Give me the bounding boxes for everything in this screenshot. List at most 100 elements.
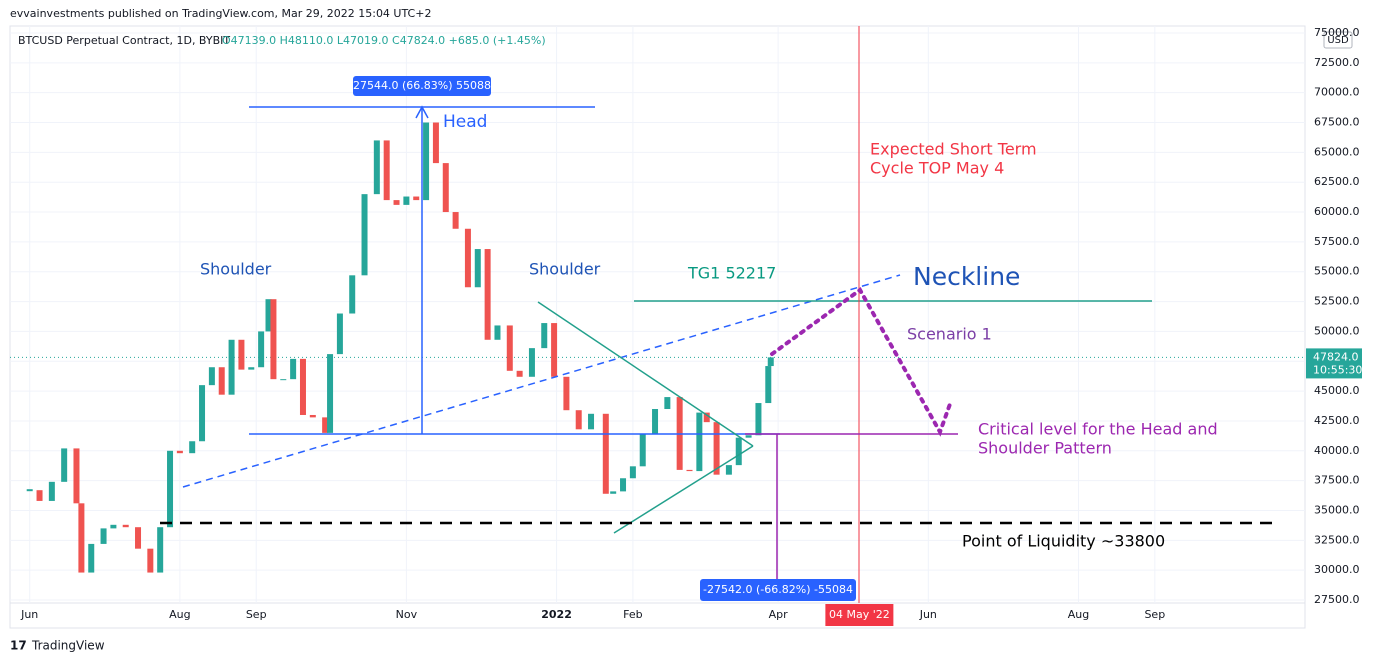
currency[interactable]: USD [1327,35,1349,46]
candle [713,422,720,475]
candle [393,200,400,205]
candle [373,140,380,195]
candle [703,412,710,423]
symbol-title: BTCUSD Perpetual Contract, 1D, BYBIT [18,34,230,47]
measure-down: -27542.0 (-66.82%) -55084 [703,583,853,596]
shoulder-label: Shoulder [529,260,601,279]
scenario-label: Scenario 1 [907,325,992,344]
candle [36,490,43,501]
y-tick-label: 70000.0 [1314,86,1360,99]
candle [361,194,368,276]
y-tick-label: 65000.0 [1314,145,1360,158]
y-tick-label: 35000.0 [1314,503,1360,516]
axis-overlay: 27500.0 30000.0 32500.0 35000.0 37500.0 40000… [20,26,1362,626]
candle [167,450,174,528]
candle [88,543,95,573]
drawings [160,26,1280,603]
grid [10,26,1305,603]
y-tick-label: 72500.0 [1314,56,1360,69]
candle [176,450,183,454]
candle [189,441,196,454]
candle [383,140,390,201]
candle [464,228,471,288]
candle [248,367,255,370]
candle [265,299,272,332]
candle [765,366,772,404]
candle [620,478,627,492]
neckline-label: Neckline [913,262,1020,291]
footer-brand: TradingView [31,639,105,653]
critical-label: Shoulder Pattern [978,439,1112,458]
y-tick-label: 55000.0 [1314,265,1360,278]
y-tick-label: 30000.0 [1314,563,1360,576]
candle [309,414,316,418]
candle [349,275,356,314]
x-tick-label: Nov [396,608,418,621]
y-tick-label: 67500.0 [1314,116,1360,129]
candle [157,527,164,573]
shoulder-label: Shoulder [200,260,272,279]
y-tick-label: 60000.0 [1314,205,1360,218]
arrow-head [415,105,429,119]
candle [575,410,582,430]
candle [403,196,410,205]
candle [551,323,558,377]
y-tick-label: 42500.0 [1314,414,1360,427]
candle [48,481,55,501]
candle [336,313,343,355]
ohlc-legend: O47139.0 H48110.0 L47019.0 C47824.0 +685… [222,34,546,47]
last-price-box [1306,348,1362,379]
cycle-label: Expected Short Term [870,140,1037,159]
countdown: 10:55:30 [1313,363,1362,376]
candle [442,163,449,213]
candle [135,527,142,549]
critical-label: Critical level for the Head and [978,420,1218,439]
candle [423,122,430,201]
measure-up: 27544.0 (66.83%) 55088 [353,79,491,92]
candles [26,122,774,573]
scenario-path [770,287,952,437]
candle [664,397,671,410]
candle [432,122,439,164]
candle [270,299,277,380]
candle [208,367,215,386]
y-tick-label: 75000.0 [1314,26,1360,39]
candle [238,339,245,370]
target-label: TG1 52217 [687,264,776,283]
triangle-lower [613,445,754,534]
candle [322,417,329,433]
candle [474,249,481,288]
date-marker-box [825,604,894,626]
head-label: Head [443,112,487,132]
candle [258,331,265,368]
candle [610,491,617,494]
x-tick-label: Sep [246,608,267,621]
neckline [182,274,901,488]
y-tick-label: 37500.0 [1314,474,1360,487]
candle [516,370,523,377]
candle [639,434,646,467]
candle [652,409,659,435]
candle [494,325,501,340]
x-tick-label: 2022 [541,608,572,621]
candle [413,196,420,201]
liquidity-label: Point of Liquidity ~33800 [962,532,1165,551]
candle [327,354,334,433]
x-tick-label: Jun [919,608,937,621]
measure-box [353,76,491,96]
cycle-label: Cycle TOP May 4 [870,159,1004,178]
candle [218,367,225,395]
candle [122,524,129,528]
candle [563,376,570,411]
candle [767,357,774,367]
y-tick-label: 32500.0 [1314,533,1360,546]
y-tick-label: 50000.0 [1314,324,1360,337]
candle [147,548,154,573]
measure-box [700,579,856,601]
candle [228,339,235,395]
currency-box[interactable] [1323,31,1353,49]
candle [290,358,297,380]
candle [61,448,68,482]
logo-mark: 17 [10,639,27,653]
